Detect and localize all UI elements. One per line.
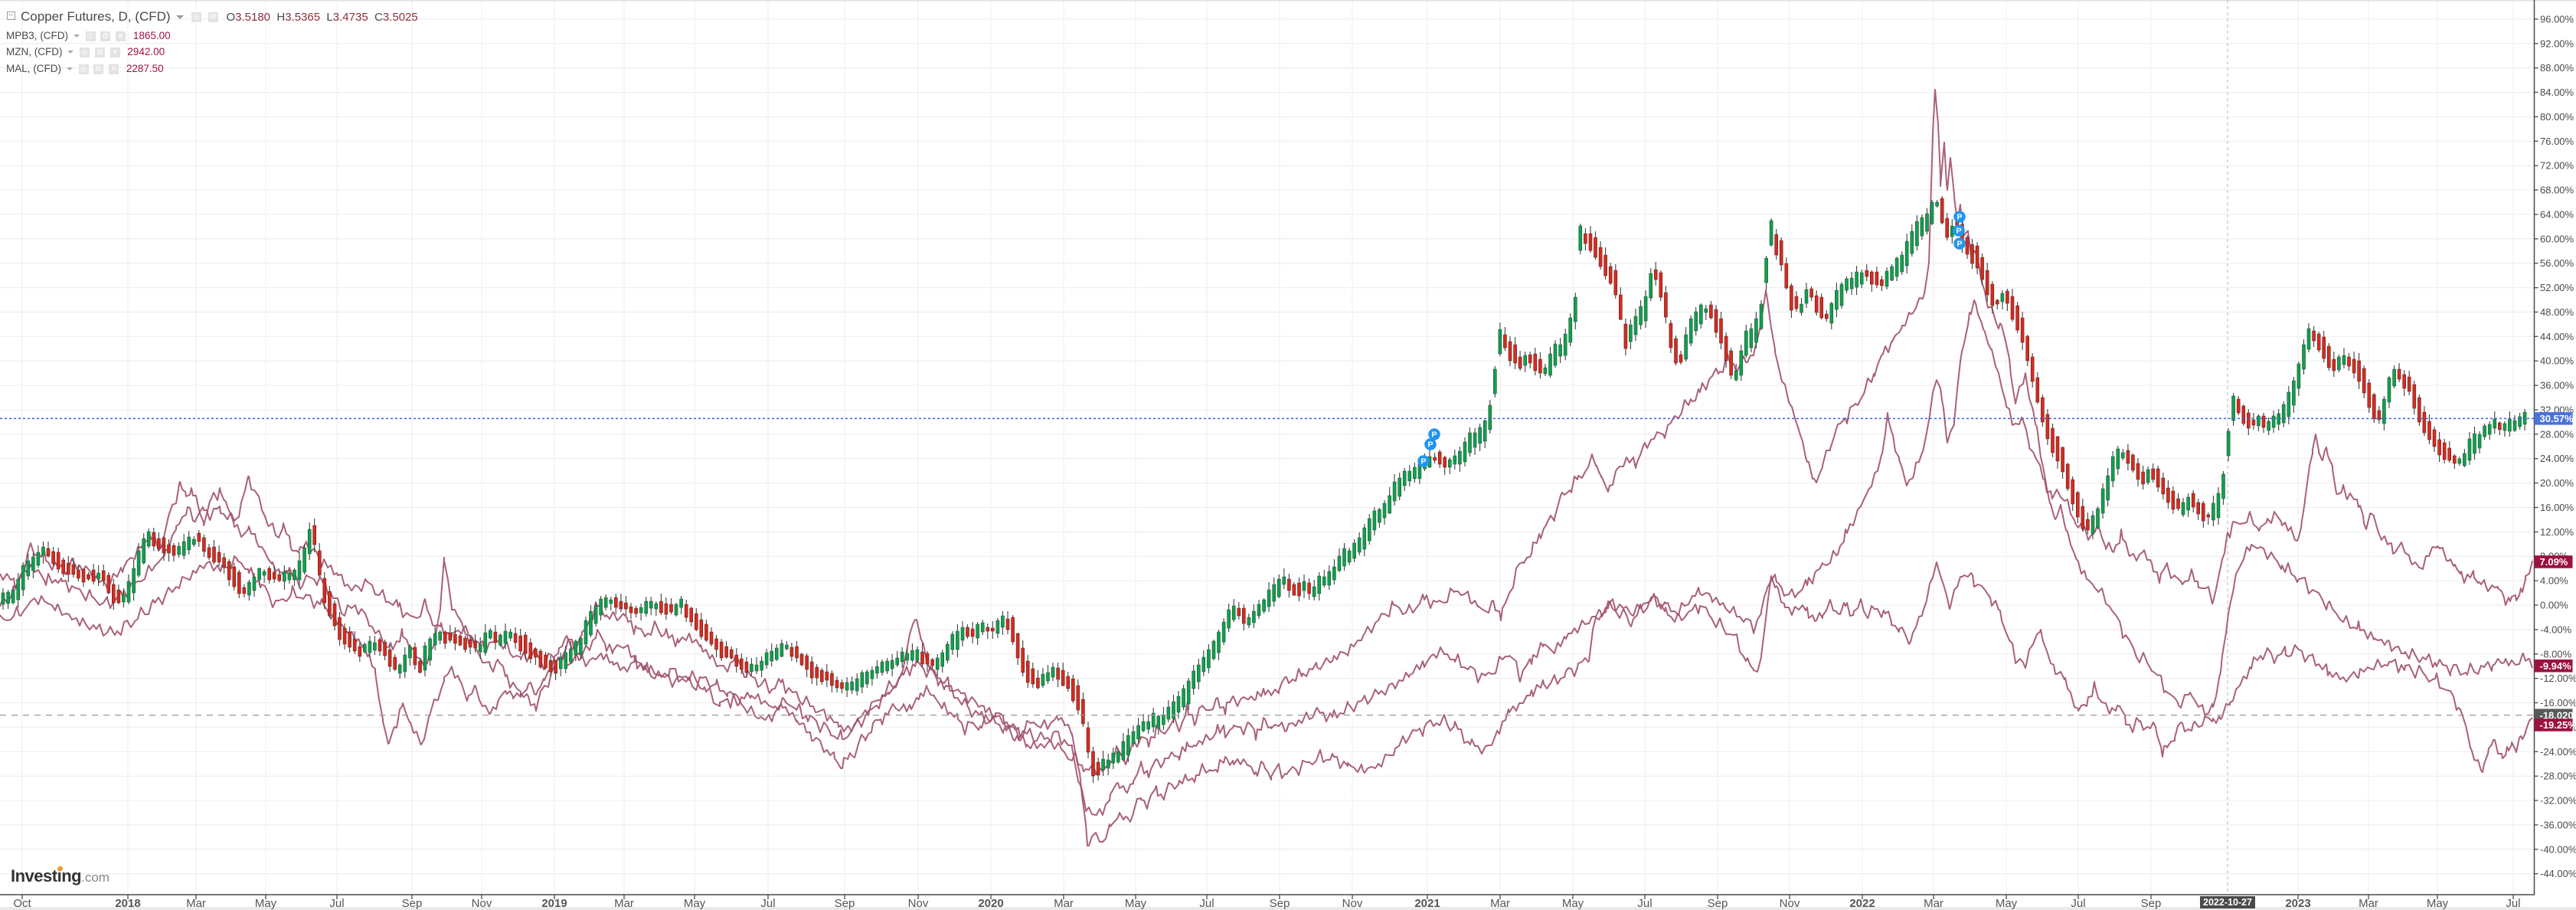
- svg-text:Mar: Mar: [1490, 897, 1510, 910]
- svg-text:Mar: Mar: [1054, 897, 1074, 910]
- svg-text:68.00%: 68.00%: [2540, 185, 2574, 196]
- svg-text:20.00%: 20.00%: [2540, 477, 2574, 489]
- svg-text:-36.00%: -36.00%: [2540, 819, 2576, 830]
- svg-text:May: May: [684, 897, 706, 910]
- svg-text:May: May: [255, 897, 277, 910]
- svg-text:Sep: Sep: [1708, 897, 1728, 910]
- svg-text:May: May: [2427, 897, 2449, 910]
- svg-text:Mar: Mar: [1924, 897, 1943, 910]
- svg-text:May: May: [1125, 897, 1147, 910]
- svg-text:-19.25%: -19.25%: [2540, 719, 2576, 731]
- svg-text:P: P: [1956, 227, 1961, 236]
- svg-text:P: P: [1431, 430, 1437, 440]
- svg-text:72.00%: 72.00%: [2540, 160, 2574, 172]
- svg-text:84.00%: 84.00%: [2540, 87, 2574, 98]
- svg-text:Sep: Sep: [2141, 897, 2162, 910]
- svg-text:Jul: Jul: [329, 897, 344, 910]
- svg-text:Jul: Jul: [2071, 897, 2085, 910]
- svg-text:Sep: Sep: [1270, 897, 1290, 910]
- svg-text:Nov: Nov: [472, 897, 492, 910]
- svg-text:-16.00%: -16.00%: [2540, 697, 2576, 709]
- svg-text:P: P: [1957, 213, 1962, 222]
- svg-text:48.00%: 48.00%: [2540, 306, 2574, 318]
- svg-text:7.09%: 7.09%: [2540, 556, 2568, 568]
- svg-text:Jul: Jul: [1637, 897, 1652, 910]
- svg-text:Nov: Nov: [1342, 897, 1363, 910]
- svg-text:-24.00%: -24.00%: [2540, 746, 2576, 758]
- svg-text:-4.00%: -4.00%: [2540, 624, 2572, 635]
- svg-text:Nov: Nov: [908, 897, 929, 910]
- svg-text:2018: 2018: [115, 897, 140, 910]
- svg-text:56.00%: 56.00%: [2540, 257, 2574, 269]
- svg-text:Jul: Jul: [1199, 897, 1214, 910]
- svg-text:30.57%: 30.57%: [2540, 413, 2574, 424]
- svg-text:24.00%: 24.00%: [2540, 453, 2574, 464]
- svg-text:2020: 2020: [978, 897, 1003, 910]
- svg-text:Sep: Sep: [835, 897, 855, 910]
- svg-text:28.00%: 28.00%: [2540, 428, 2574, 440]
- svg-text:May: May: [1996, 897, 2018, 910]
- svg-text:2019: 2019: [541, 897, 567, 910]
- svg-text:52.00%: 52.00%: [2540, 282, 2574, 293]
- svg-text:Jul: Jul: [2506, 897, 2520, 910]
- svg-text:P: P: [1427, 440, 1433, 450]
- svg-text:Mar: Mar: [186, 897, 206, 910]
- svg-text:36.00%: 36.00%: [2540, 380, 2574, 391]
- svg-text:-8.00%: -8.00%: [2540, 648, 2572, 660]
- svg-text:2023: 2023: [2285, 897, 2310, 910]
- svg-text:Sep: Sep: [402, 897, 423, 910]
- svg-text:12.00%: 12.00%: [2540, 526, 2574, 538]
- svg-text:-28.00%: -28.00%: [2540, 771, 2576, 782]
- svg-text:80.00%: 80.00%: [2540, 111, 2574, 123]
- svg-text:2021: 2021: [1414, 897, 1440, 910]
- svg-text:-18.0208: -18.0208: [2540, 709, 2576, 721]
- svg-text:92.00%: 92.00%: [2540, 38, 2574, 49]
- svg-text:40.00%: 40.00%: [2540, 355, 2574, 367]
- svg-text:4.00%: 4.00%: [2540, 575, 2568, 587]
- svg-text:Mar: Mar: [2359, 897, 2378, 910]
- svg-text:Nov: Nov: [1780, 897, 1800, 910]
- svg-text:P: P: [1957, 240, 1962, 249]
- svg-text:44.00%: 44.00%: [2540, 331, 2574, 342]
- svg-text:-32.00%: -32.00%: [2540, 795, 2576, 807]
- svg-text:0.00%: 0.00%: [2540, 600, 2568, 611]
- svg-text:-40.00%: -40.00%: [2540, 843, 2576, 855]
- svg-text:-44.00%: -44.00%: [2540, 868, 2576, 879]
- svg-text:64.00%: 64.00%: [2540, 208, 2574, 220]
- svg-text:76.00%: 76.00%: [2540, 136, 2574, 147]
- svg-text:Mar: Mar: [614, 897, 634, 910]
- svg-text:2022-10-27: 2022-10-27: [2203, 897, 2252, 908]
- svg-text:Oct: Oct: [13, 897, 31, 910]
- svg-text:60.00%: 60.00%: [2540, 233, 2574, 244]
- svg-text:2022: 2022: [1849, 897, 1875, 910]
- svg-text:96.00%: 96.00%: [2540, 13, 2574, 25]
- svg-text:88.00%: 88.00%: [2540, 62, 2574, 74]
- svg-text:May: May: [1562, 897, 1584, 910]
- svg-text:-9.94%: -9.94%: [2540, 660, 2572, 672]
- svg-text:Jul: Jul: [760, 897, 775, 910]
- svg-text:16.00%: 16.00%: [2540, 502, 2574, 513]
- svg-text:P: P: [1420, 457, 1426, 466]
- svg-text:-12.00%: -12.00%: [2540, 673, 2576, 684]
